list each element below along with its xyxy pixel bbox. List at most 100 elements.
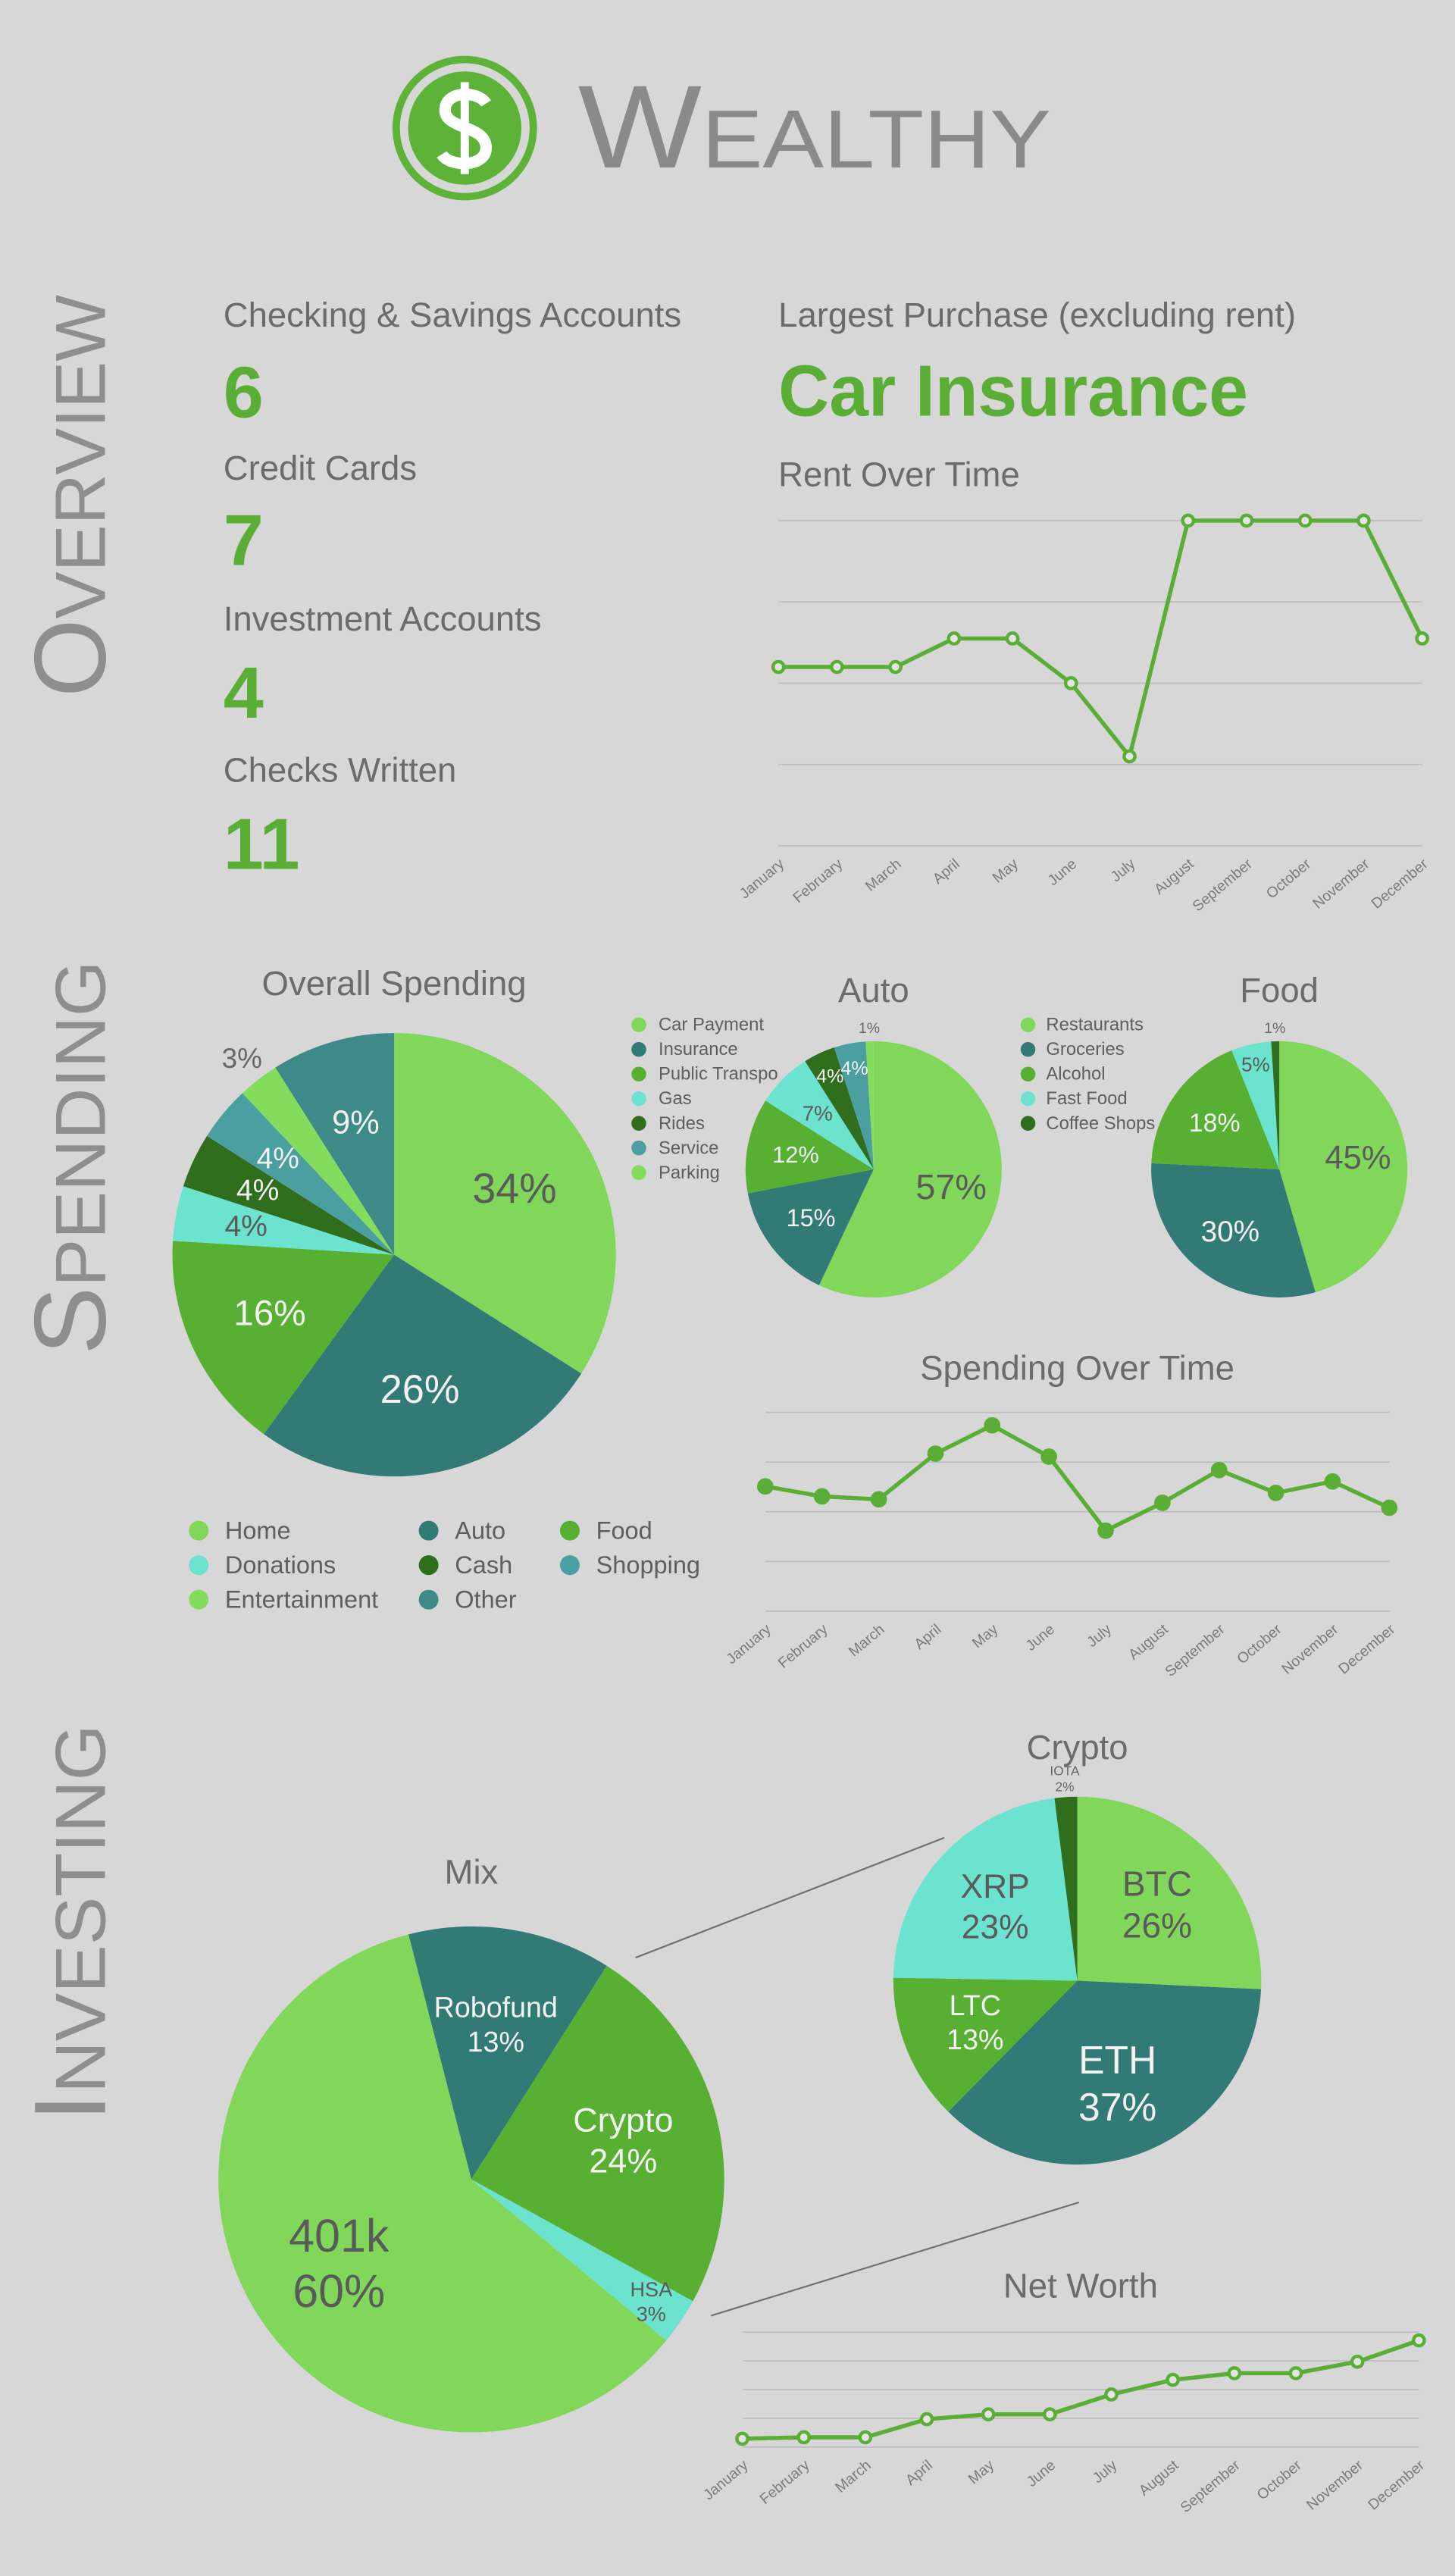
line-point — [1043, 2407, 1057, 2421]
pie-slice — [893, 1798, 1078, 1981]
slice-value: 12% — [772, 1141, 819, 1168]
legend-label: Rides — [659, 1113, 705, 1134]
legend-swatch — [418, 1520, 439, 1541]
slice-name: 401k — [289, 2210, 390, 2261]
largest-purchase-label: Largest Purchase (excluding rent) — [778, 296, 1296, 334]
legend-label: Service — [659, 1138, 718, 1158]
legend-label: Other — [455, 1586, 516, 1614]
chart-title: Rent Over Time — [778, 455, 1020, 493]
pie-slice — [1054, 1796, 1078, 1981]
legend-swatch — [1020, 1116, 1036, 1131]
slice-value: 23% — [962, 1908, 1029, 1945]
pie-slice — [275, 1033, 395, 1255]
line-point — [735, 2431, 749, 2446]
line-point — [1097, 1522, 1114, 1539]
line-point — [1324, 1473, 1341, 1490]
legend-label: Auto — [455, 1517, 505, 1545]
pie-slice — [745, 1100, 874, 1194]
stat-label: Investment Accounts — [224, 599, 542, 638]
slice-value: 9% — [332, 1104, 380, 1141]
pie-slice — [264, 1254, 582, 1477]
line-point — [919, 2412, 934, 2427]
slice-name: Robofund — [434, 1992, 558, 2024]
slice-value: 30% — [1201, 1216, 1259, 1248]
chart-title: Crypto — [1027, 1728, 1128, 1767]
line-point — [796, 2430, 811, 2445]
legend-label: Entertainment — [225, 1586, 378, 1614]
slice-value: 7% — [803, 1101, 833, 1125]
slice-name: BTC — [1122, 1864, 1192, 1903]
legend-label: Insurance — [659, 1039, 738, 1060]
line-point — [1104, 2387, 1119, 2402]
legend-swatch — [631, 1017, 646, 1032]
line-point — [757, 1478, 774, 1495]
stat-value: 6 — [224, 352, 264, 433]
slice-name: XRP — [961, 1868, 1030, 1905]
legend-swatch — [1020, 1066, 1036, 1081]
line-point — [1415, 631, 1429, 646]
legend-swatch — [189, 1520, 209, 1541]
pie-slice — [1151, 1050, 1280, 1169]
legend-swatch — [631, 1165, 646, 1181]
line-point — [813, 1488, 831, 1505]
legend-swatch — [1020, 1091, 1036, 1106]
line-series — [742, 2338, 1420, 2441]
slice-value: 13% — [947, 2024, 1003, 2055]
line-point — [1350, 2354, 1365, 2369]
pie-slice — [1151, 1163, 1316, 1297]
legend-swatch — [559, 1520, 580, 1541]
legend-swatch — [559, 1555, 580, 1576]
legend-label: Gas — [659, 1088, 692, 1109]
line-point — [1166, 2372, 1180, 2387]
logo — [392, 55, 537, 201]
line-point — [927, 1445, 944, 1462]
legend-swatch — [631, 1141, 646, 1156]
legend-label: Shopping — [596, 1551, 700, 1579]
line-point — [1356, 513, 1371, 528]
pie-slice — [173, 1186, 395, 1255]
chart-title: Mix — [445, 1853, 499, 1892]
slice-value: 26% — [380, 1368, 460, 1412]
pie-slice — [1077, 1796, 1262, 1989]
slice-value: 1% — [1264, 1020, 1285, 1037]
line-point — [1381, 1499, 1398, 1516]
slice-value: 34% — [472, 1165, 556, 1212]
legend-swatch — [418, 1589, 439, 1610]
pie-slice — [1279, 1041, 1408, 1293]
stat-label: Checking & Savings Accounts — [224, 296, 681, 334]
pie-slice — [183, 1135, 395, 1255]
legend-label: Home — [225, 1517, 291, 1545]
line-point — [1288, 2366, 1303, 2380]
pie-slice — [834, 1041, 874, 1169]
stat-label: Credit Cards — [224, 449, 417, 487]
pie-slice — [765, 1061, 874, 1169]
brand-title: Wealthy — [578, 61, 1051, 193]
section-label: Spending — [14, 961, 127, 1355]
line-point — [830, 659, 844, 675]
legend-label: Public Transpo — [659, 1064, 778, 1085]
legend-label: Alcohol — [1046, 1064, 1105, 1085]
line-point — [1154, 1495, 1171, 1511]
pie-slice — [1231, 1041, 1280, 1169]
slice-value: 4% — [840, 1058, 868, 1079]
line-point — [1040, 1448, 1057, 1465]
slice-value: 26% — [1122, 1906, 1192, 1945]
pie-slice — [893, 1977, 1078, 2112]
connector — [711, 2201, 1080, 2317]
line-point — [870, 1491, 887, 1508]
slice-value: 24% — [589, 2142, 657, 2180]
line-point — [888, 659, 903, 675]
line-point — [1239, 513, 1254, 528]
legend-swatch — [631, 1091, 646, 1106]
chart-title: Food — [1240, 971, 1319, 1009]
chart-title: Overall Spending — [262, 964, 527, 1003]
slice-value: 4% — [224, 1210, 267, 1243]
line-point — [1412, 2333, 1426, 2348]
section-label: Investing — [14, 1724, 127, 2121]
line-point — [1063, 676, 1078, 690]
legend-label: Fast Food — [1046, 1088, 1127, 1109]
line-series — [765, 1423, 1391, 1533]
legend-swatch — [631, 1041, 646, 1057]
slice-value: 16% — [233, 1293, 305, 1333]
